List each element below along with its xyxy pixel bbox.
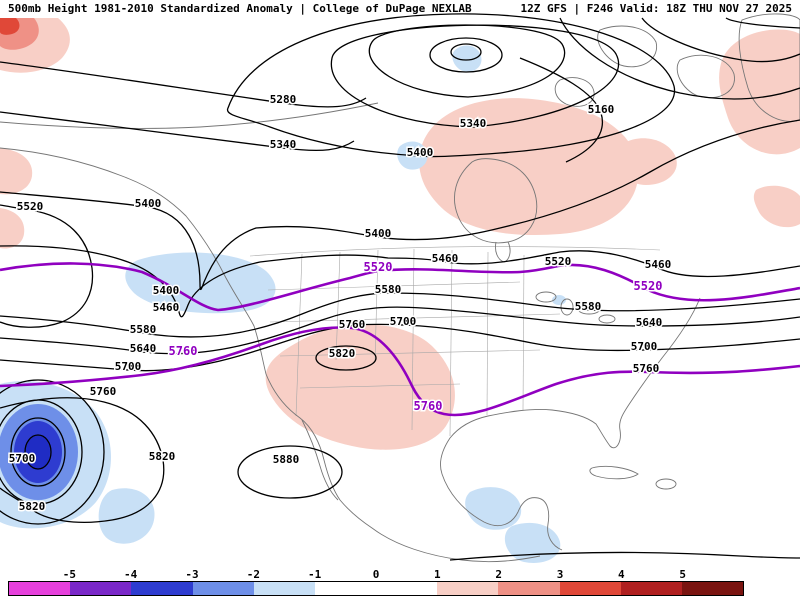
contour-label: 5820: [149, 450, 176, 463]
colorbar-tick-label: 4: [618, 568, 625, 581]
contour-label: 5700: [9, 452, 36, 465]
contour-label: 5700: [115, 360, 142, 373]
contour-label: 5580: [130, 323, 157, 336]
contour-label: 5640: [130, 342, 157, 355]
colorbar-segment: [9, 582, 71, 595]
colorbar-segment-row: [8, 581, 744, 596]
colorbar-tick-label: 3: [556, 568, 564, 581]
contour-label: 5280: [270, 93, 297, 106]
contour-label: 5520: [545, 255, 572, 268]
colorbar-segment: [681, 582, 744, 595]
title-bar: 500mb Height 1981-2010 Standardized Anom…: [8, 2, 792, 15]
contour-label: 5640: [636, 316, 663, 329]
model-valid-time: 12Z GFS | F246 Valid: 18Z THU NOV 27 202…: [520, 2, 792, 15]
colorbar-tick-label: -5: [62, 568, 76, 581]
contour-label: 5400: [407, 146, 434, 159]
colorbar-segment: [559, 582, 621, 595]
colorbar-segment: [437, 582, 499, 595]
state-borders: [249, 246, 661, 437]
colorbar-segment: [376, 582, 438, 595]
contour-label-layer: 5280 5340 5340 5400 5160 5400 5520 5400 5460 5520…: [7, 92, 673, 515]
contour-label: 5760: [90, 385, 117, 398]
colorbar-tick-label: -3: [185, 568, 199, 581]
coastlines: [0, 13, 800, 563]
contour-label: 5700: [631, 340, 658, 353]
contour-label: 5400: [365, 227, 392, 240]
contour-label: 5820: [329, 347, 356, 360]
colorbar-segment: [620, 582, 682, 595]
anomaly-colorbar: -5 -4 -3 -2 -1 0 1 2 3 4 5: [8, 568, 744, 596]
colorbar-tick-label: -2: [246, 568, 260, 581]
contour-label: 5520: [17, 200, 44, 213]
highlight-contours: [0, 262, 800, 417]
colorbar-tick-label: -1: [308, 568, 322, 581]
colorbar-tick-row: -5 -4 -3 -2 -1 0 1 2 3 4 5: [8, 568, 744, 581]
contour-label: 5580: [375, 283, 402, 296]
contour-label: 5460: [153, 301, 180, 314]
colorbar-segment: [498, 582, 560, 595]
highlight-contour-label: 5760: [169, 344, 198, 358]
contour-label: 5760: [339, 318, 366, 331]
colorbar-tick-label: 0: [372, 568, 380, 581]
contour-label: 5460: [432, 252, 459, 265]
contour-label: 5880: [273, 453, 300, 466]
contour-label: 5460: [645, 258, 672, 271]
colorbar-tick-label: 5: [679, 568, 686, 581]
highlight-contour-label: 5520: [634, 279, 663, 293]
height-contours: [0, 13, 800, 561]
contour-label: 5160: [588, 103, 615, 116]
contour-label: 5820: [19, 500, 46, 513]
map-title: 500mb Height 1981-2010 Standardized Anom…: [8, 2, 472, 15]
colorbar-segment: [314, 582, 377, 595]
colorbar-segment: [253, 582, 315, 595]
contour-label: 5400: [135, 197, 162, 210]
colorbar-segment: [131, 582, 193, 595]
colorbar-tick-label: 1: [434, 568, 441, 581]
contour-label: 5580: [575, 300, 602, 313]
colorbar-tick-label: 2: [495, 568, 502, 581]
contour-label: 5340: [460, 117, 487, 130]
colorbar-segment: [192, 582, 254, 595]
contour-label: 5700: [390, 315, 417, 328]
contour-label: 5340: [270, 138, 297, 151]
contour-label: 5760: [633, 362, 660, 375]
highlight-contour-label: 5520: [364, 260, 393, 274]
colorbar-tick-label: -4: [124, 568, 138, 581]
colorbar-segment: [70, 582, 132, 595]
highlight-contour-label: 5760: [414, 399, 443, 413]
positive-anomaly-shading: [0, 18, 800, 450]
contour-label: 5400: [153, 284, 180, 297]
